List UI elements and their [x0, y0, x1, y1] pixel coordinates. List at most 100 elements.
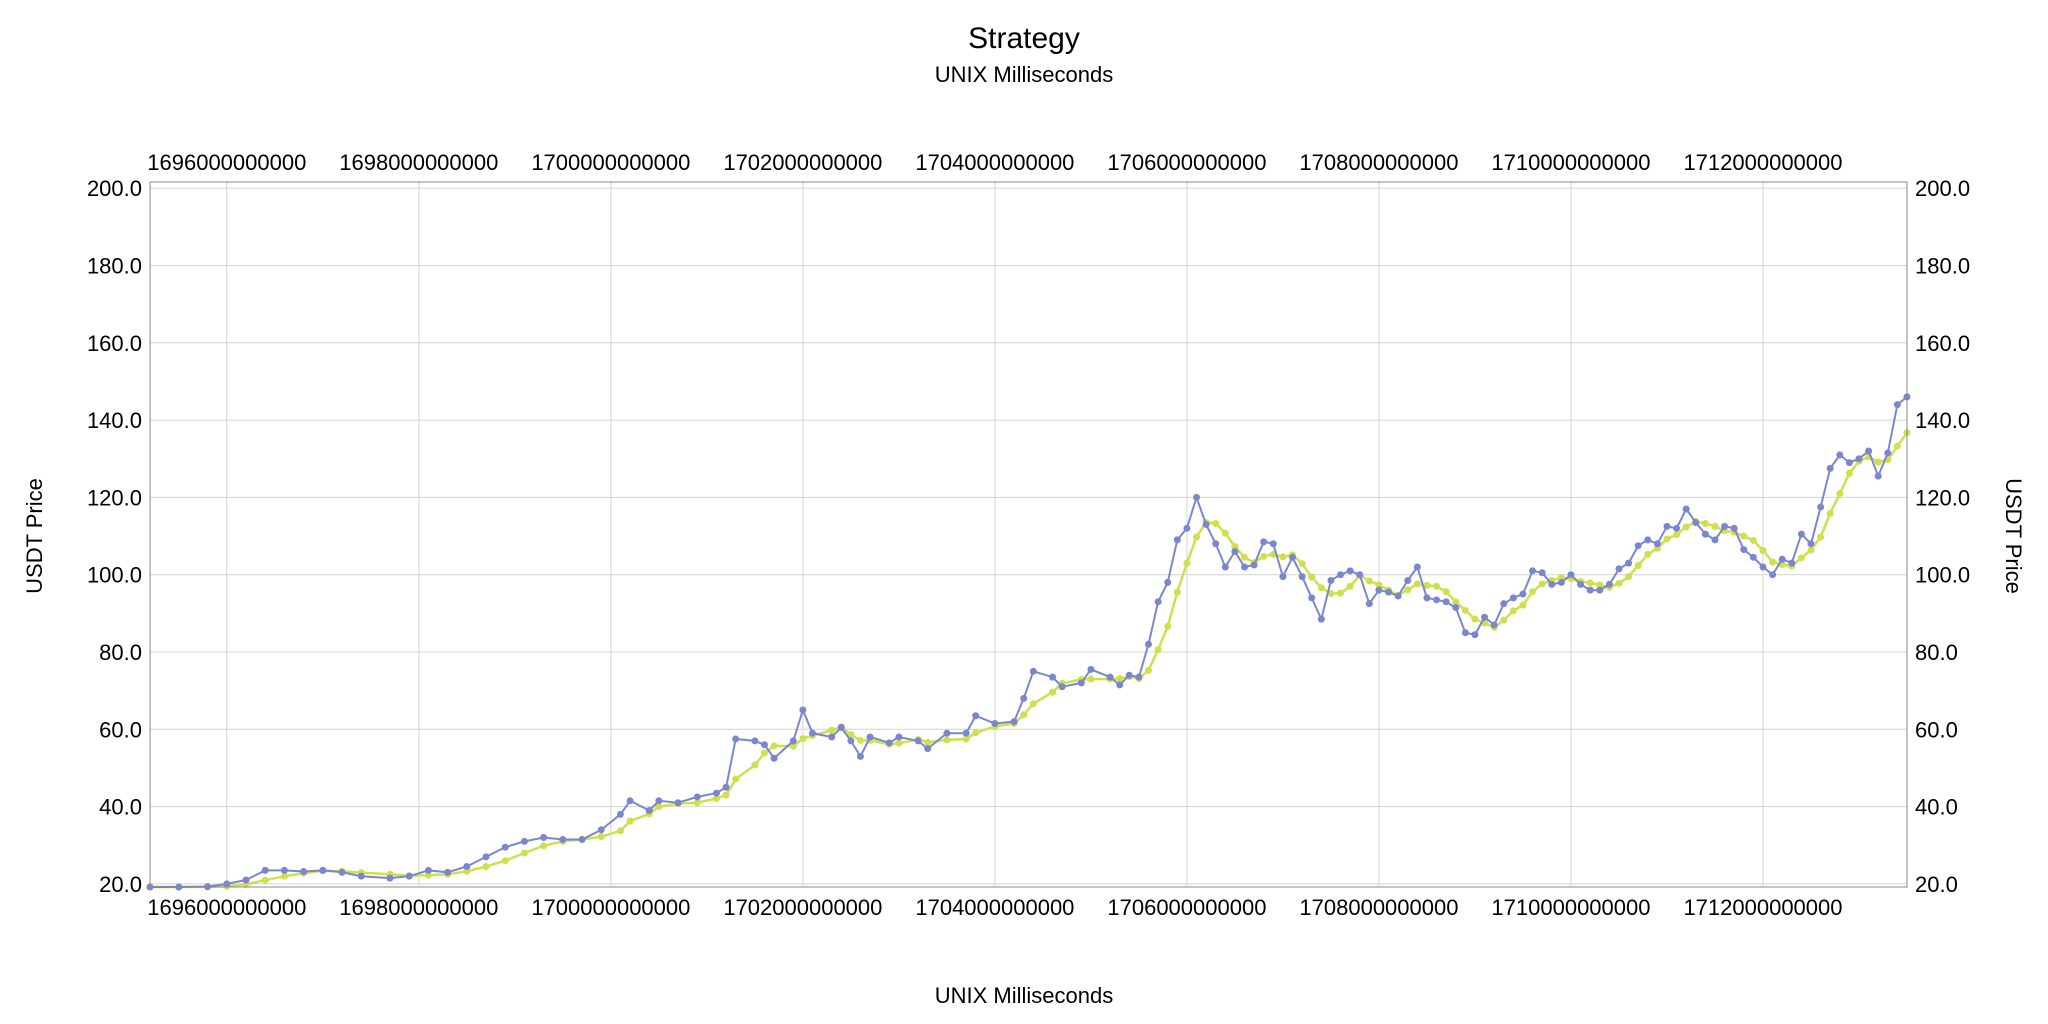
price-point: [837, 723, 845, 731]
moving-average-line: [150, 431, 1909, 889]
price-point: [1730, 524, 1738, 532]
moving-average-point: [520, 849, 528, 857]
price-point: [1193, 493, 1201, 501]
price-point: [1759, 563, 1767, 571]
price-point: [1529, 567, 1537, 575]
price-point: [924, 745, 932, 753]
price-point: [1605, 580, 1613, 588]
moving-average-point: [1538, 580, 1546, 588]
moving-average-point: [1413, 580, 1421, 588]
price-point: [1404, 576, 1412, 584]
price-point: [424, 866, 432, 874]
moving-average-point: [1423, 581, 1431, 589]
moving-average-point: [501, 857, 509, 865]
price-point: [1538, 569, 1546, 577]
moving-average-point: [1452, 598, 1460, 606]
moving-average-point: [1164, 622, 1172, 630]
price-point: [1365, 600, 1373, 608]
price-point: [223, 880, 231, 888]
moving-average-point: [1116, 675, 1124, 683]
moving-average-point: [1797, 554, 1805, 562]
price-point: [338, 868, 346, 876]
moving-average-point: [1759, 547, 1767, 555]
price-point: [1087, 665, 1095, 673]
moving-average-point: [1557, 574, 1565, 582]
moving-average-point: [1327, 590, 1335, 598]
y-tick-label-right: 40.0: [1915, 795, 1958, 820]
moving-average-point: [1509, 607, 1517, 615]
price-point: [1423, 594, 1431, 602]
moving-average-point: [1375, 581, 1383, 589]
moving-average-point: [1337, 589, 1345, 597]
moving-average-point: [1087, 675, 1095, 683]
price-point: [1653, 540, 1661, 548]
price-point: [808, 729, 816, 737]
moving-average-point: [1433, 582, 1441, 590]
x-axis-label: UNIX Milliseconds: [935, 983, 1114, 1008]
price-point: [1644, 536, 1652, 544]
price-point: [1241, 563, 1249, 571]
y-tick-label-right: 160.0: [1915, 331, 1970, 356]
price-point: [1279, 573, 1287, 581]
moving-average-point: [1471, 615, 1479, 623]
price-point: [1250, 561, 1258, 569]
price-point: [501, 843, 509, 851]
price-point: [242, 876, 250, 884]
y-tick-label-right: 60.0: [1915, 717, 1958, 742]
x-tick-label-top: 1708000000000: [1299, 150, 1458, 175]
tick-labels: 20.0 20.0 40.0 40.0 60.0 60.0 80.0 80.0 100.0 100…: [87, 150, 1970, 920]
y-tick-label-left: 120.0: [87, 485, 142, 510]
price-point: [1212, 540, 1220, 548]
moving-average-point: [1807, 546, 1815, 554]
price-point: [885, 739, 893, 747]
moving-average-point: [1682, 523, 1690, 531]
moving-average-point: [962, 735, 970, 743]
price-point: [319, 866, 327, 874]
moving-average-point: [1049, 688, 1057, 696]
moving-average-point: [463, 867, 471, 875]
data-series: [146, 393, 1911, 891]
price-point: [1164, 578, 1172, 586]
price-point: [1826, 464, 1834, 472]
price-point: [1500, 600, 1508, 608]
price-point: [1394, 592, 1402, 600]
moving-average-point: [1173, 588, 1181, 596]
price-point: [1682, 505, 1690, 513]
price-point: [760, 741, 768, 749]
moving-average-point: [1500, 616, 1508, 624]
price-point: [712, 789, 720, 797]
price-point: [540, 834, 548, 842]
price-point: [1173, 536, 1181, 544]
price-point: [1817, 503, 1825, 511]
price-point: [1356, 571, 1364, 579]
price-point: [1327, 576, 1335, 584]
price-point: [1557, 578, 1565, 586]
price-point: [1471, 631, 1479, 639]
moving-average-point: [1231, 543, 1239, 551]
price-point: [261, 866, 269, 874]
moving-average-point: [1740, 532, 1748, 540]
grid-lines: [150, 182, 1907, 887]
price-point: [856, 752, 864, 760]
price-point: [386, 874, 394, 882]
price-point: [645, 806, 653, 814]
moving-average-point: [1298, 560, 1306, 568]
price-point: [895, 733, 903, 741]
price-point: [1865, 447, 1873, 455]
x-tick-label-bottom: 1708000000000: [1299, 895, 1458, 920]
y-tick-label-right: 120.0: [1915, 485, 1970, 510]
price-line: [150, 396, 1908, 888]
moving-average-point: [1874, 458, 1882, 466]
moving-average-point: [261, 876, 269, 884]
x-tick-label-top: 1704000000000: [915, 150, 1074, 175]
price-point: [1807, 540, 1815, 548]
moving-average-point: [1260, 552, 1268, 560]
moving-average-point: [972, 729, 980, 737]
price-point: [357, 872, 365, 880]
price-point: [597, 826, 605, 834]
price-point: [693, 793, 701, 801]
price-point: [1433, 596, 1441, 604]
price-point: [1788, 559, 1796, 567]
